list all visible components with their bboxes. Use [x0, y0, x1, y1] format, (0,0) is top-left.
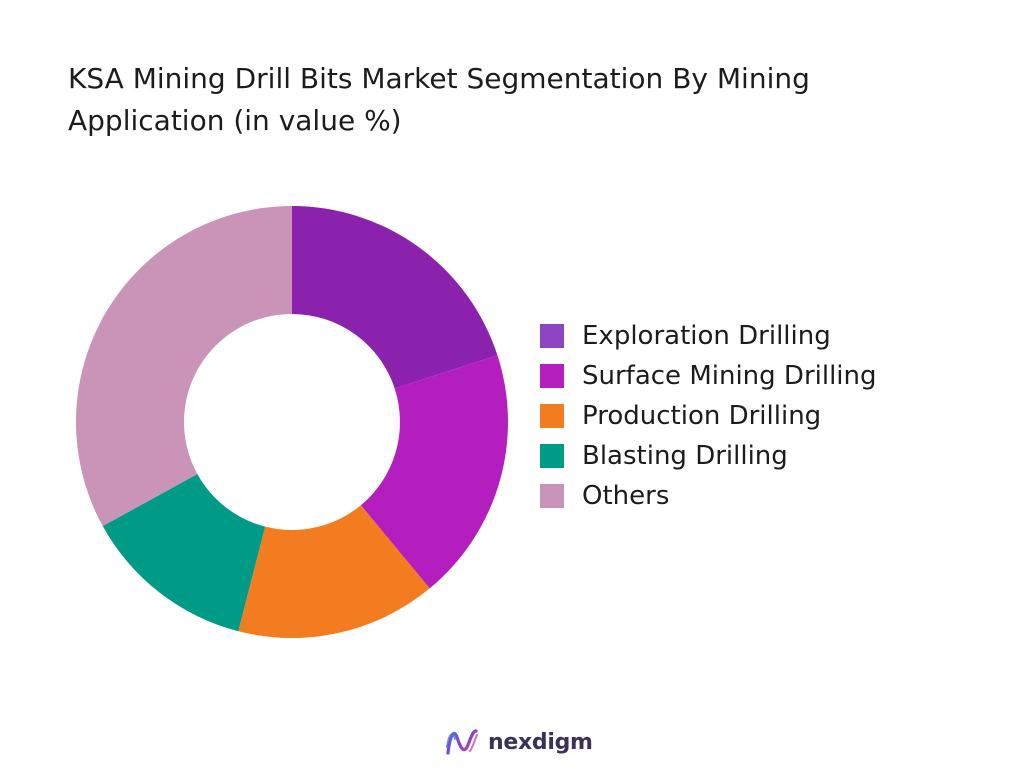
donut-slice-exploration-drilling	[292, 206, 498, 389]
donut-slice-blasting-drilling	[102, 474, 266, 632]
chart-legend: Exploration Drilling Surface Mining Drill…	[540, 316, 877, 516]
legend-swatch	[540, 324, 564, 348]
legend-swatch	[540, 364, 564, 388]
legend-label: Exploration Drilling	[582, 321, 831, 351]
donut-slice-others	[76, 206, 292, 527]
legend-item: Blasting Drilling	[540, 436, 877, 476]
legend-label: Production Drilling	[582, 401, 822, 431]
legend-label: Surface Mining Drilling	[582, 361, 877, 391]
nexdigm-logo-icon	[446, 729, 478, 755]
legend-item: Exploration Drilling	[540, 316, 877, 356]
donut-slice-production-drilling	[238, 505, 430, 638]
legend-label: Others	[582, 481, 670, 511]
brand-name: nexdigm	[488, 729, 593, 755]
legend-item: Others	[540, 476, 877, 516]
brand-logo: nexdigm	[444, 722, 593, 762]
legend-item: Production Drilling	[540, 396, 877, 436]
legend-swatch	[540, 484, 564, 508]
donut-slice-surface-mining-drilling	[360, 355, 509, 589]
legend-item: Surface Mining Drilling	[540, 356, 877, 396]
chart-title: KSA Mining Drill Bits Market Segmentatio…	[68, 62, 810, 137]
legend-label: Blasting Drilling	[582, 441, 788, 471]
legend-swatch	[540, 444, 564, 468]
legend-swatch	[540, 404, 564, 428]
